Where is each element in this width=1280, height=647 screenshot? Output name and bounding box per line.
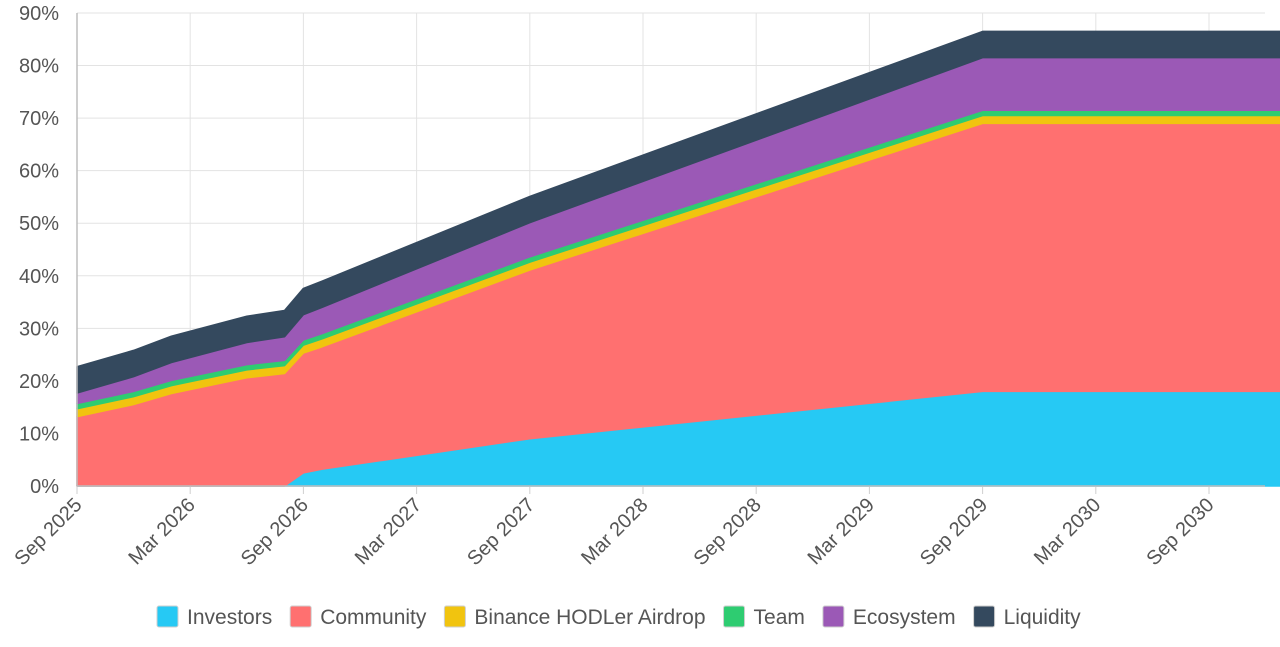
legend-swatch bbox=[973, 605, 996, 628]
legend-label: Team bbox=[754, 606, 805, 629]
legend-label: Ecosystem bbox=[853, 606, 956, 629]
legend-item-binance-hodler-airdrop: Binance HODLer Airdrop bbox=[443, 605, 706, 629]
y-tick-label: 80% bbox=[19, 56, 59, 78]
x-tick-label: Sep 2028 bbox=[690, 494, 766, 570]
legend-label: Binance HODLer Airdrop bbox=[474, 606, 705, 629]
y-tick-label: 60% bbox=[19, 161, 59, 183]
legend-swatch bbox=[822, 605, 845, 628]
legend-label: Community bbox=[320, 606, 427, 629]
legend-label: Investors bbox=[187, 606, 272, 629]
legend-item-liquidity: Liquidity bbox=[973, 605, 1082, 629]
y-tick-label: 20% bbox=[19, 371, 59, 393]
y-tick-label: 10% bbox=[19, 423, 59, 445]
x-tick-label: Sep 2029 bbox=[916, 494, 992, 570]
legend-swatch bbox=[723, 605, 746, 628]
legend-item-investors: Investors bbox=[156, 605, 272, 629]
y-tick-label: 40% bbox=[19, 266, 59, 288]
y-tick-label: 30% bbox=[19, 318, 59, 340]
legend-item-ecosystem: Ecosystem bbox=[822, 605, 956, 629]
x-tick-label: Sep 2027 bbox=[463, 494, 539, 570]
x-tick-label: Mar 2029 bbox=[804, 494, 879, 569]
y-tick-label: 90% bbox=[19, 3, 59, 25]
legend-item-team: Team bbox=[723, 605, 805, 629]
x-tick-label: Sep 2025 bbox=[10, 494, 86, 570]
x-tick-label: Mar 2027 bbox=[351, 494, 426, 569]
legend-label: Liquidity bbox=[1004, 606, 1082, 629]
y-tick-label: 50% bbox=[19, 213, 59, 235]
x-tick-label: Sep 2030 bbox=[1142, 494, 1218, 570]
area-liquidity bbox=[76, 30, 1280, 394]
legend-swatch bbox=[443, 605, 466, 628]
x-tick-label: Mar 2026 bbox=[124, 494, 199, 569]
x-tick-label: Mar 2028 bbox=[577, 494, 652, 569]
y-tick-label: 70% bbox=[19, 108, 59, 130]
x-tick-label: Sep 2026 bbox=[237, 494, 313, 570]
x-tick-label: Mar 2030 bbox=[1030, 494, 1105, 569]
legend-swatch bbox=[289, 605, 312, 628]
legend-swatch bbox=[156, 605, 179, 628]
legend-item-community: Community bbox=[289, 605, 427, 629]
area-series bbox=[76, 30, 1280, 487]
y-tick-label: 0% bbox=[30, 476, 59, 498]
legend: Investors Community Binance HODLer Airdrop… bbox=[156, 605, 1082, 629]
